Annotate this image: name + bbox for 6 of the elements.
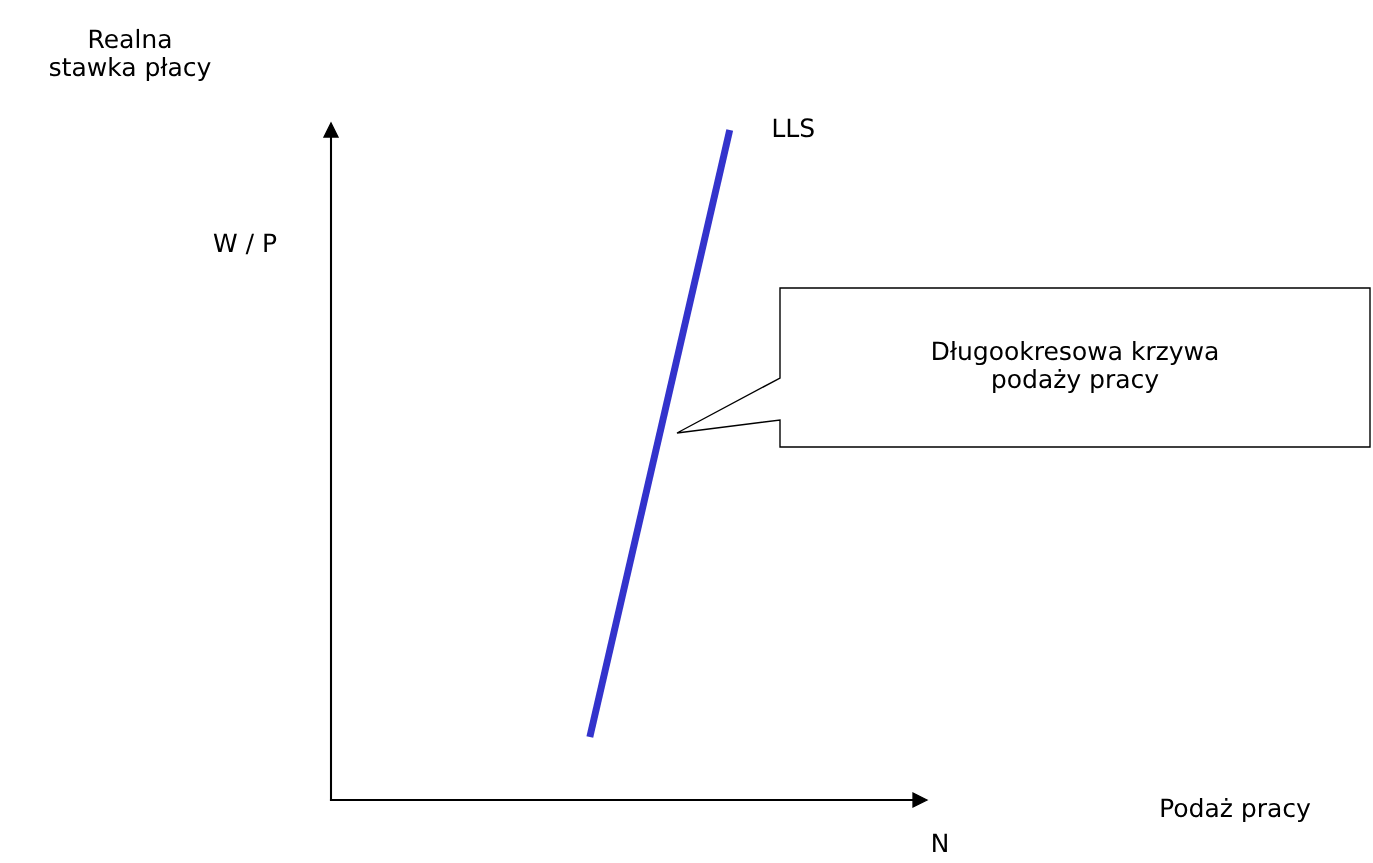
text: Długookresowa krzywa podaży pracy <box>933 340 1218 394</box>
series-label: LLS <box>773 118 814 138</box>
text: Realna stawka płacy <box>49 28 211 82</box>
text: Podaż pracy <box>1161 797 1311 823</box>
text: N <box>933 833 947 852</box>
text: W / P <box>213 233 277 255</box>
